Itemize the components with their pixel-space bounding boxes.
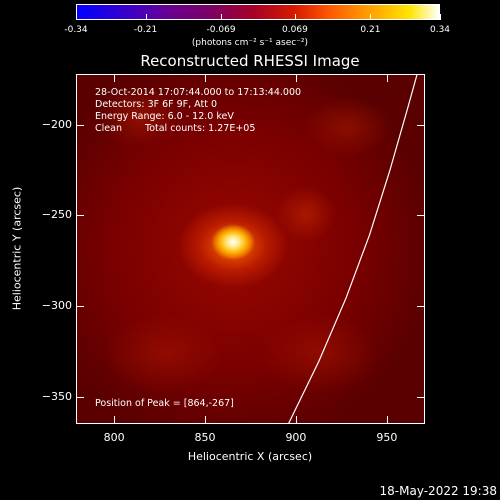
colorbar	[76, 4, 440, 20]
x-tick	[386, 416, 388, 423]
y-tick	[77, 396, 84, 398]
solar-limb-line	[288, 75, 418, 423]
x-tick	[205, 416, 207, 423]
y-tick-label: −300	[41, 299, 72, 313]
annotation-detectors: Detectors: 3F 6F 9F, Att 0	[95, 99, 218, 110]
y-tick	[417, 215, 424, 217]
x-tick	[205, 75, 207, 82]
x-tick	[114, 416, 116, 423]
x-tick	[114, 75, 116, 82]
y-tick	[77, 124, 84, 126]
x-tick-label: 850	[194, 431, 216, 444]
y-axis-label: Heliocentric Y (arcsec)	[10, 186, 24, 311]
colorbar-units: (photons cm⁻² s⁻¹ asec⁻²)	[191, 38, 309, 48]
annotation-clean: Clean	[95, 123, 122, 134]
annotation-energy: Energy Range: 6.0 - 12.0 keV	[95, 111, 234, 122]
y-tick	[417, 306, 424, 308]
x-tick-label: 800	[103, 431, 125, 444]
x-tick	[295, 416, 297, 423]
y-tick-label: −200	[41, 117, 72, 131]
colorbar-tick	[294, 14, 296, 20]
colorbar-tick-label: -0.34	[64, 25, 88, 35]
colorbar-tick	[145, 14, 147, 20]
y-tick-label: −250	[41, 208, 72, 222]
colorbar-tick-label: 0.21	[360, 25, 381, 35]
colorbar-tick	[440, 14, 441, 20]
x-axis-label: Heliocentric X (arcsec)	[187, 450, 313, 463]
colorbar-tick-label: -0.21	[133, 25, 158, 35]
y-tick	[77, 306, 84, 308]
rhessi-image: 28-Oct-2014 17:07:44.000 to 17:13:44.000…	[76, 74, 425, 424]
annotation-peak: Position of Peak = [864,-267]	[95, 398, 234, 409]
colorbar-tick-label: 0.34	[429, 25, 451, 35]
y-tick	[417, 396, 424, 398]
timestamp: 18-May-2022 19:38	[379, 484, 497, 498]
colorbar-tick	[370, 14, 372, 20]
annotation-total-counts: Total counts: 1.27E+05	[145, 123, 256, 134]
annotation-time-range: 28-Oct-2014 17:07:44.000 to 17:13:44.000	[95, 87, 302, 98]
y-tick	[417, 124, 424, 126]
colorbar-tick	[221, 14, 223, 20]
colorbar-tick	[76, 14, 77, 20]
x-tick	[295, 75, 297, 82]
x-tick-label: 900	[285, 431, 307, 444]
y-tick	[77, 215, 84, 217]
chart-title: Reconstructed RHESSI Image	[140, 52, 360, 70]
y-tick-label: −350	[41, 389, 72, 403]
limb-layer	[288, 75, 418, 423]
x-tick-label: 950	[376, 431, 398, 444]
colorbar-tick-label: 0.069	[282, 25, 308, 35]
colorbar-tick-label: -0.069	[206, 25, 236, 35]
x-tick	[386, 75, 388, 82]
